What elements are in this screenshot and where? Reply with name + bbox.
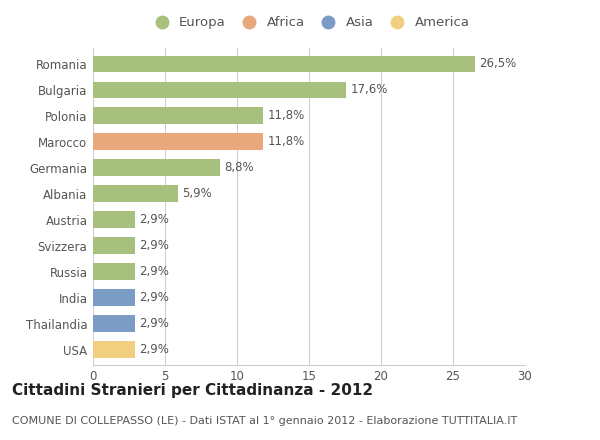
Text: 2,9%: 2,9% — [139, 317, 169, 330]
Text: 2,9%: 2,9% — [139, 239, 169, 252]
Text: 11,8%: 11,8% — [267, 110, 304, 122]
Bar — [93, 55, 475, 73]
Text: 11,8%: 11,8% — [267, 136, 304, 148]
Bar — [93, 315, 135, 332]
Bar — [93, 341, 135, 358]
Bar — [93, 263, 135, 280]
Bar — [93, 211, 135, 228]
Text: 17,6%: 17,6% — [351, 84, 388, 96]
Text: COMUNE DI COLLEPASSO (LE) - Dati ISTAT al 1° gennaio 2012 - Elaborazione TUTTITA: COMUNE DI COLLEPASSO (LE) - Dati ISTAT a… — [12, 416, 517, 426]
Text: 2,9%: 2,9% — [139, 343, 169, 356]
Text: 26,5%: 26,5% — [479, 58, 516, 70]
Bar — [93, 237, 135, 254]
Text: 5,9%: 5,9% — [182, 187, 212, 200]
Bar — [93, 81, 346, 99]
Bar — [93, 133, 263, 150]
Bar — [93, 159, 220, 176]
Text: Cittadini Stranieri per Cittadinanza - 2012: Cittadini Stranieri per Cittadinanza - 2… — [12, 383, 373, 398]
Bar — [93, 107, 263, 125]
Text: 2,9%: 2,9% — [139, 291, 169, 304]
Legend: Europa, Africa, Asia, America: Europa, Africa, Asia, America — [146, 14, 472, 32]
Text: 8,8%: 8,8% — [224, 161, 254, 174]
Bar — [93, 185, 178, 202]
Text: 2,9%: 2,9% — [139, 265, 169, 278]
Bar — [93, 289, 135, 306]
Text: 2,9%: 2,9% — [139, 213, 169, 226]
